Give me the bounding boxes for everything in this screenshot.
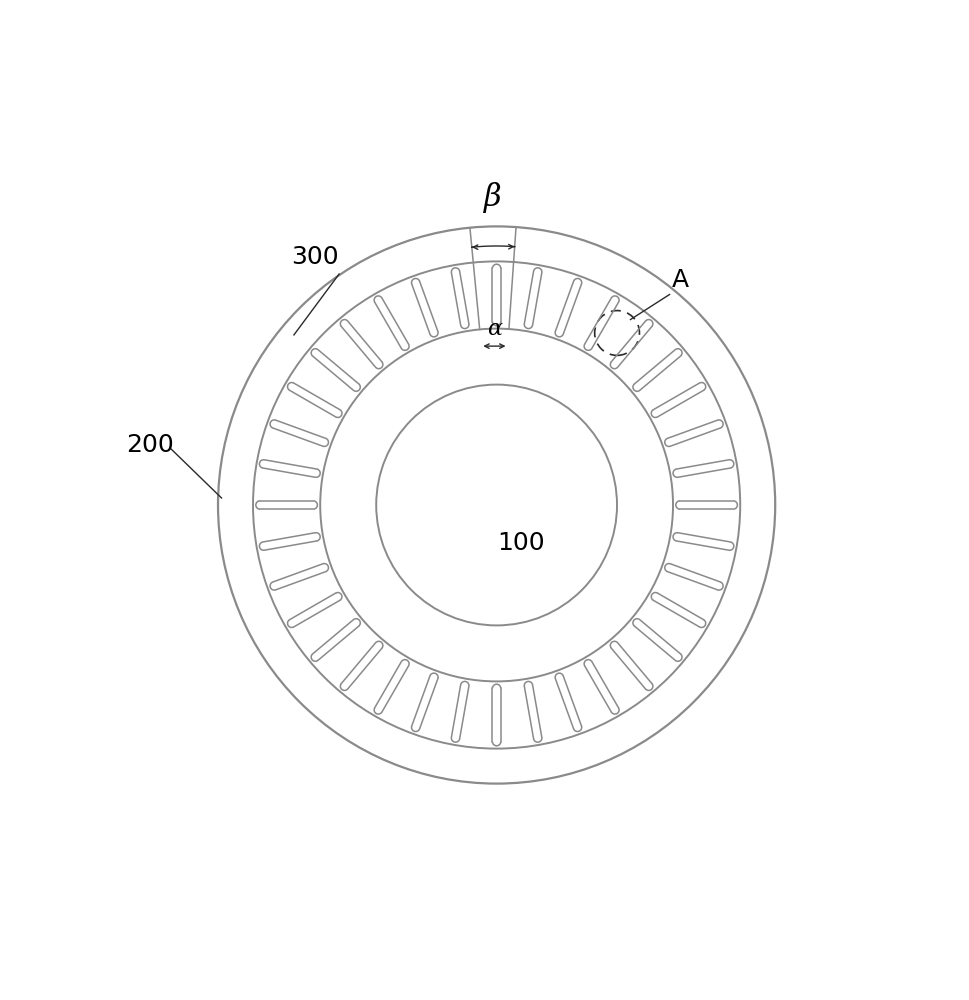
Text: 100: 100 [497, 532, 545, 556]
Text: 300: 300 [291, 244, 338, 268]
Text: A: A [672, 268, 689, 292]
Text: 200: 200 [126, 434, 174, 458]
Text: α: α [486, 318, 502, 340]
Text: β: β [484, 182, 501, 213]
